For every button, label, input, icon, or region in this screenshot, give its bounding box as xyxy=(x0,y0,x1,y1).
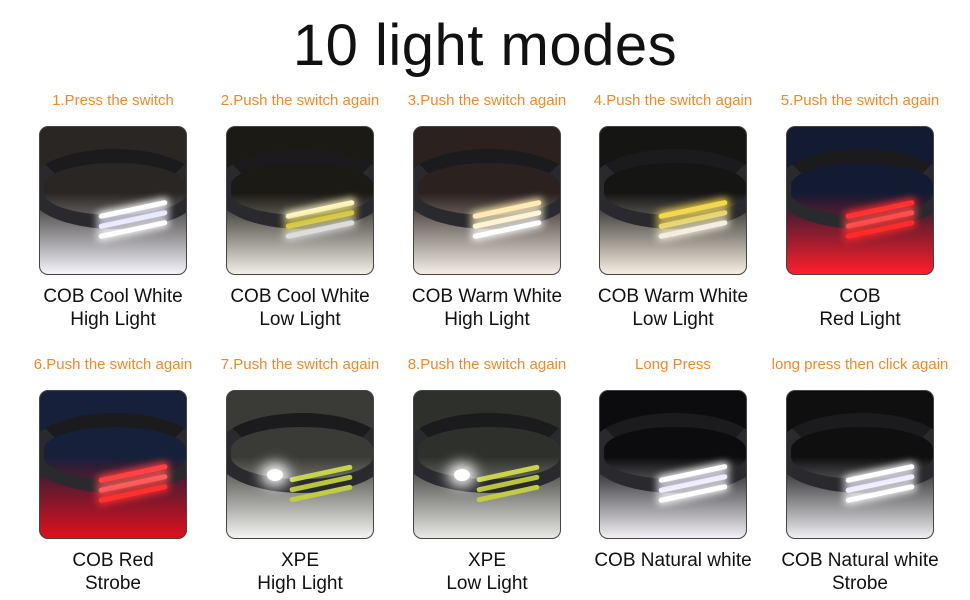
headband xyxy=(787,149,933,229)
headband xyxy=(414,413,560,493)
headlamp-photo xyxy=(39,126,187,275)
caption-line-1: COB Natural white xyxy=(781,550,939,571)
mode-caption: COB Warm White High Light xyxy=(392,285,582,331)
mode-card: 1.Press the switch COB Cool White High Li… xyxy=(18,92,208,331)
headlamp-photo xyxy=(226,390,374,539)
step-label: long press then click again xyxy=(771,356,949,373)
step-label: 5.Push the switch again xyxy=(780,92,940,109)
caption-line-1: COB Cool White xyxy=(230,286,370,307)
headlamp-photo xyxy=(599,126,747,275)
caption-line-1: COB Cool White xyxy=(43,286,183,307)
mode-caption: COB Warm White Low Light xyxy=(578,285,768,331)
mode-card: 8.Push the switch again XPE Low Light xyxy=(392,356,582,595)
headband xyxy=(787,413,933,493)
step-label: 3.Push the switch again xyxy=(407,92,567,109)
xpe-spotlight xyxy=(267,469,283,481)
step-label: 2.Push the switch again xyxy=(220,92,380,109)
mode-card: Long Press COB Natural white xyxy=(578,356,768,572)
mode-card: 6.Push the switch again COB Red Strobe xyxy=(18,356,208,595)
headlamp-photo xyxy=(226,126,374,275)
caption-line-1: COB Natural white xyxy=(594,550,752,571)
headlamp-photo xyxy=(599,390,747,539)
caption-line-1: XPE xyxy=(280,550,320,571)
caption-line-2: Low Light xyxy=(446,573,528,594)
headband xyxy=(227,149,373,229)
caption-line-2: High Light xyxy=(444,309,530,330)
caption-line-2: High Light xyxy=(257,573,343,594)
mode-caption: COB Natural white xyxy=(578,549,768,572)
mode-caption: XPE High Light xyxy=(205,549,395,595)
mode-card: 5.Push the switch again COB Red Light xyxy=(765,92,955,331)
caption-line-1: COB Warm White xyxy=(411,286,563,307)
mode-caption: COB Red Strobe xyxy=(18,549,208,595)
caption-line-2: Low Light xyxy=(259,309,341,330)
mode-caption: COB Cool White High Light xyxy=(18,285,208,331)
caption-line-1: COB Red xyxy=(72,550,154,571)
step-label: 6.Push the switch again xyxy=(33,356,193,373)
mode-card: 2.Push the switch again COB Cool White Lo… xyxy=(205,92,395,331)
headlamp-photo xyxy=(786,126,934,275)
mode-caption: COB Red Light xyxy=(765,285,955,331)
caption-line-2: Low Light xyxy=(632,309,714,330)
mode-card: 3.Push the switch again COB Warm White Hi… xyxy=(392,92,582,331)
caption-line-2: Strobe xyxy=(85,573,141,594)
xpe-spotlight xyxy=(454,469,470,481)
step-label: 4.Push the switch again xyxy=(593,92,753,109)
mode-card: long press then click again COB Natural … xyxy=(765,356,955,595)
headband xyxy=(227,413,373,493)
caption-line-2: Strobe xyxy=(832,573,888,594)
mode-card: 7.Push the switch again XPE High Light xyxy=(205,356,395,595)
headband xyxy=(40,413,186,493)
headlamp-photo xyxy=(39,390,187,539)
caption-line-1: COB Warm White xyxy=(597,286,749,307)
headband xyxy=(414,149,560,229)
caption-line-1: XPE xyxy=(467,550,507,571)
headband xyxy=(600,413,746,493)
step-label: 8.Push the switch again xyxy=(407,356,567,373)
mode-caption: COB Natural white Strobe xyxy=(765,549,955,595)
headlamp-photo xyxy=(413,126,561,275)
headband xyxy=(600,149,746,229)
mode-card: 4.Push the switch again COB Warm White Lo… xyxy=(578,92,768,331)
mode-caption: COB Cool White Low Light xyxy=(205,285,395,331)
headband xyxy=(40,149,186,229)
mode-caption: XPE Low Light xyxy=(392,549,582,595)
caption-line-1: COB xyxy=(839,286,881,307)
caption-line-2: High Light xyxy=(70,309,156,330)
page-title: 10 light modes xyxy=(292,13,678,78)
caption-line-2: Red Light xyxy=(819,309,901,330)
headlamp-photo xyxy=(413,390,561,539)
step-label: 7.Push the switch again xyxy=(220,356,380,373)
step-label: 1.Press the switch xyxy=(52,92,174,109)
headlamp-photo xyxy=(786,390,934,539)
step-label: Long Press xyxy=(635,356,711,373)
